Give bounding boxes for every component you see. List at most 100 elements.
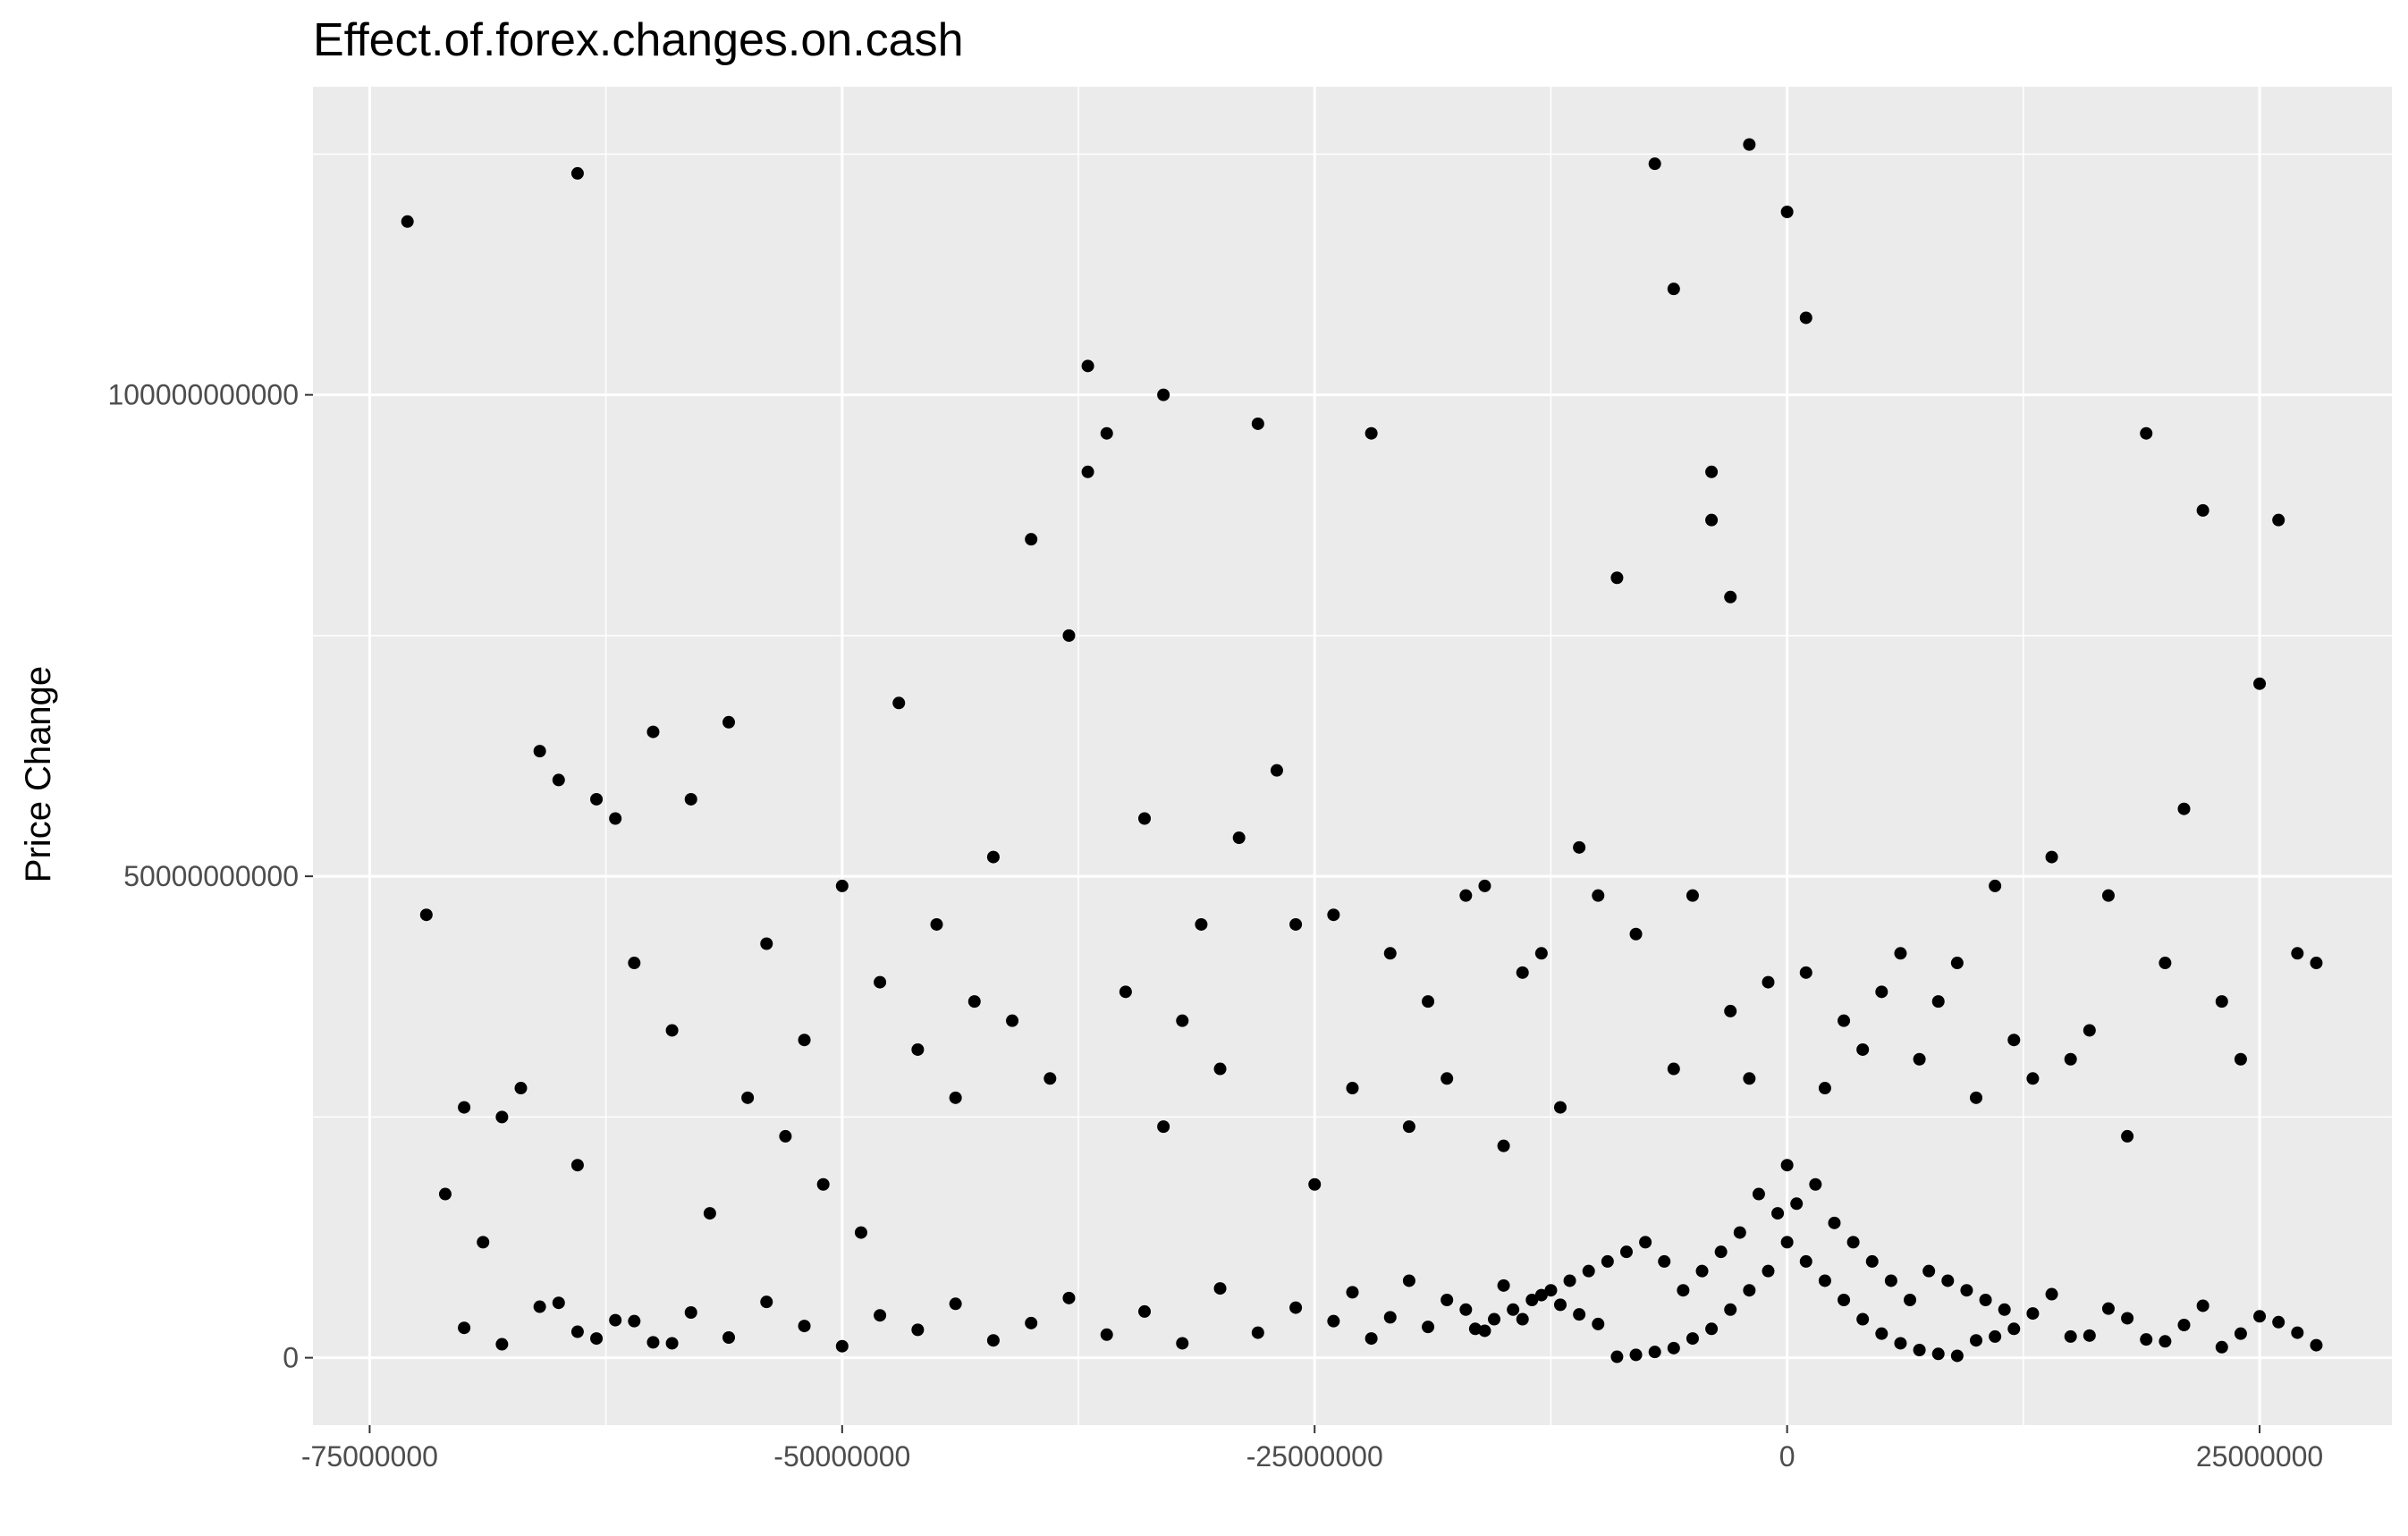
data-point xyxy=(1507,1303,1520,1316)
data-point xyxy=(2291,947,2304,960)
y-tick-label: 0 xyxy=(283,1342,299,1374)
data-point xyxy=(1478,1324,1491,1338)
data-point xyxy=(1875,1327,1888,1340)
data-point xyxy=(2234,1052,2247,1066)
data-point xyxy=(722,1330,735,1344)
data-point xyxy=(2159,957,2172,970)
data-point xyxy=(1904,1293,1917,1306)
data-point xyxy=(892,696,906,710)
data-point xyxy=(874,1309,887,1322)
data-point xyxy=(2215,1340,2228,1354)
data-point xyxy=(722,715,735,729)
data-point xyxy=(1573,1308,1586,1321)
data-point xyxy=(533,1300,546,1313)
data-point xyxy=(2101,889,2115,902)
data-point xyxy=(1771,1207,1785,1220)
data-point xyxy=(949,1297,962,1311)
x-tick-label: 0 xyxy=(1779,1440,1795,1473)
data-point xyxy=(1006,1014,1019,1027)
data-point xyxy=(1838,1014,1851,1027)
data-point xyxy=(1213,1282,1227,1295)
data-point xyxy=(1138,812,1151,825)
data-point xyxy=(1667,1062,1680,1076)
data-point xyxy=(1157,1120,1170,1134)
data-point xyxy=(2026,1307,2040,1321)
data-point xyxy=(816,1177,830,1191)
data-point xyxy=(1743,1072,1756,1085)
data-point xyxy=(646,725,660,738)
data-point xyxy=(1648,1346,1661,1359)
data-point xyxy=(2121,1312,2134,1325)
data-point xyxy=(1441,1293,1454,1306)
data-point xyxy=(1799,966,1812,979)
data-point xyxy=(835,879,849,892)
data-point xyxy=(1176,1337,1189,1350)
data-point xyxy=(1516,1312,1529,1326)
x-axis-ticks: -75000000 -50000000 -25000000 0 25000000 xyxy=(301,1425,2323,1473)
data-point xyxy=(986,850,1000,864)
data-point xyxy=(760,937,773,950)
data-point xyxy=(967,995,981,1009)
data-point xyxy=(1931,1347,1945,1361)
data-point xyxy=(1592,889,1605,902)
data-point xyxy=(930,917,943,931)
data-point xyxy=(1119,985,1132,999)
data-point xyxy=(1884,1274,1897,1287)
data-point xyxy=(798,1320,811,1333)
data-point xyxy=(1534,1288,1548,1302)
data-point xyxy=(609,1313,622,1327)
data-point xyxy=(628,957,641,970)
data-point xyxy=(1828,1216,1841,1229)
data-point xyxy=(1308,1177,1322,1191)
data-point xyxy=(570,1325,584,1338)
data-point xyxy=(477,1236,490,1249)
data-point xyxy=(1251,417,1264,430)
data-point xyxy=(1809,1177,1822,1191)
data-point xyxy=(2272,1315,2285,1329)
x-tick-label: -25000000 xyxy=(1246,1440,1383,1473)
x-tick-label: 25000000 xyxy=(2196,1440,2323,1473)
data-point xyxy=(1601,1254,1614,1268)
data-point xyxy=(1979,1293,1992,1306)
data-point xyxy=(1705,1322,1719,1336)
data-point xyxy=(2083,1329,2096,1342)
data-point xyxy=(1081,359,1094,373)
data-point xyxy=(760,1295,773,1309)
data-point xyxy=(2026,1072,2040,1085)
data-point xyxy=(1213,1062,1227,1076)
data-point xyxy=(1422,995,1435,1009)
data-point xyxy=(2045,1287,2058,1301)
data-point xyxy=(2177,802,2191,815)
data-point xyxy=(1667,283,1680,296)
data-point xyxy=(1610,571,1624,585)
data-point xyxy=(874,975,887,989)
data-point xyxy=(1799,1254,1812,1268)
data-point xyxy=(1534,947,1548,960)
data-point xyxy=(1554,1298,1567,1312)
data-point xyxy=(986,1334,1000,1347)
data-point xyxy=(1365,426,1378,440)
data-point xyxy=(2177,1318,2191,1331)
data-point xyxy=(911,1323,925,1337)
data-point xyxy=(779,1129,792,1143)
data-point xyxy=(401,215,414,228)
y-axis-title: Price Change xyxy=(19,666,58,882)
data-point xyxy=(570,1159,584,1172)
data-point xyxy=(2045,850,2058,864)
data-point xyxy=(1610,1350,1624,1363)
y-tick-label: 50000000000 xyxy=(123,860,299,892)
data-point xyxy=(1232,831,1246,845)
data-point xyxy=(1724,590,1737,603)
data-point xyxy=(458,1321,471,1335)
data-point xyxy=(590,792,604,806)
y-tick-label: 100000000000 xyxy=(107,379,299,411)
data-point xyxy=(1714,1245,1728,1259)
data-point xyxy=(628,1314,641,1328)
chart-title: Effect.of.forex.changes.on.cash xyxy=(313,14,964,66)
data-point xyxy=(1762,975,1775,989)
data-point xyxy=(1544,1284,1558,1297)
data-point xyxy=(1592,1317,1605,1330)
data-point xyxy=(1497,1279,1510,1292)
data-point xyxy=(458,1101,471,1114)
data-point xyxy=(2064,1052,2077,1066)
